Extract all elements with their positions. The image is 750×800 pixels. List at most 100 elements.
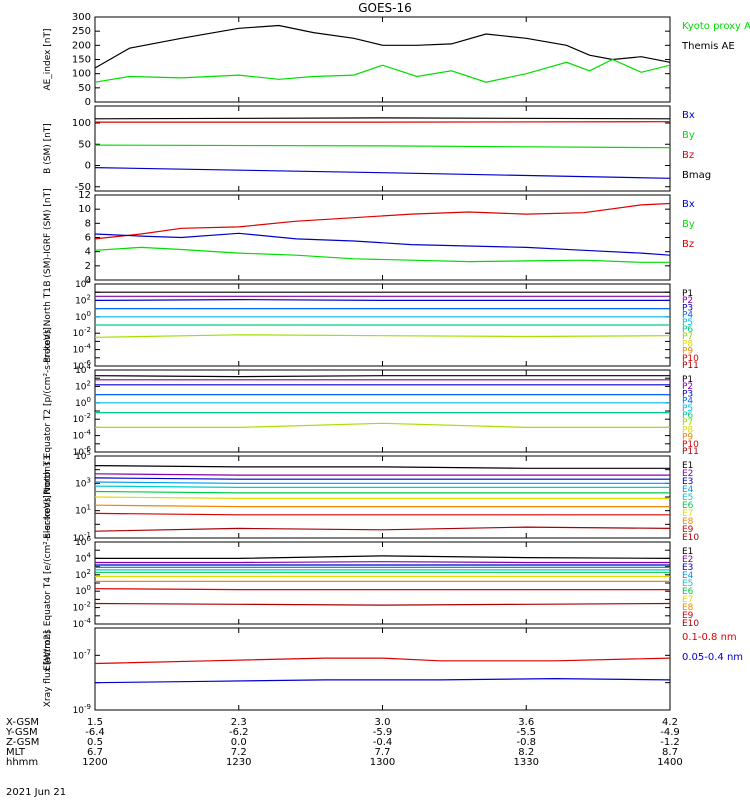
footer-cell: 1200: [82, 757, 107, 768]
legend-entry: P1: [682, 289, 693, 299]
footer-cell: 2.3: [231, 717, 247, 728]
footer-cell: 8.7: [662, 747, 678, 758]
legend-entry: E4: [682, 485, 694, 495]
y-tick-label: 102: [75, 293, 91, 306]
legend-entry: E8: [682, 603, 694, 613]
legend-entry: E9: [682, 525, 694, 535]
legend-entry: P8: [682, 339, 693, 349]
y-axis-label: Electrons Equator T4 [e/(cm²-s-sr-keV)]: [43, 495, 53, 671]
legend-entry: E6: [682, 501, 694, 511]
legend-entry: 0.1-0.8 nm: [682, 632, 737, 643]
series-line-p1: [94, 375, 670, 378]
y-tick-label: 10: [78, 204, 91, 215]
series-line-by: [94, 246, 670, 263]
series-line-e6: [94, 490, 670, 494]
y-tick-label: 104: [75, 277, 91, 290]
legend-entry: E1: [682, 547, 693, 557]
chart-panel-1: 0 50 100 150 200 250 300 AE_index [nT] Kyoto pro…: [43, 12, 750, 108]
footer-row-label: hhmm: [6, 757, 38, 768]
legend-entry: E7: [682, 595, 693, 605]
y-axis-label: AE_index [nT]: [43, 28, 53, 90]
series-line-e4: [94, 481, 670, 484]
footer-cell: 3.0: [375, 717, 391, 728]
legend-entry: E2: [682, 469, 693, 479]
legend-entry: P4: [682, 311, 693, 321]
legend-entry: E1: [682, 461, 693, 471]
legend-entry: P10: [682, 440, 699, 450]
y-tick-label: 250: [72, 26, 91, 37]
y-tick-label: 10-4: [73, 343, 92, 356]
y-tick-label: 100: [72, 118, 91, 129]
footer-cell: -1.2: [660, 737, 680, 748]
chart-panel-2: -50 0 50 100 B (SM) [nT] Bx By Bz Bmag: [43, 105, 711, 193]
y-tick-label: 104: [75, 551, 91, 564]
legend-entry: By: [682, 130, 695, 141]
series-line-0-1-0-8-nm: [94, 657, 671, 665]
y-tick-label: 103: [75, 476, 91, 489]
y-tick-label: -50: [75, 182, 91, 193]
series-line-bx: [94, 167, 671, 179]
legend-entry: P3: [682, 303, 693, 313]
y-tick-label: 50: [78, 83, 91, 94]
legend-entry: E3: [682, 477, 693, 487]
y-tick-label: 10-2: [73, 412, 91, 425]
legend-entry: Bz: [682, 239, 694, 250]
legend-entry: E10: [682, 619, 699, 629]
y-tick-label: 10-4: [73, 429, 92, 442]
legend-entry: E9: [682, 611, 694, 621]
legend-entry: E8: [682, 517, 694, 527]
footer-cell: 6.7: [87, 747, 103, 758]
series-line-p7: [95, 422, 670, 428]
legend-entry: E6: [682, 587, 694, 597]
series-line-bmag: [94, 117, 671, 120]
date-label: 2021 Jun 21: [6, 787, 66, 798]
legend-entry: P11: [682, 361, 699, 371]
y-tick-label: 10-2: [73, 601, 91, 614]
y-tick-label: 4: [85, 247, 91, 258]
legend-entry: Bx: [682, 110, 695, 121]
series-line-e2: [94, 473, 670, 476]
footer-cell: 1230: [226, 757, 251, 768]
legend-entry: P10: [682, 354, 699, 364]
legend-entry: E3: [682, 563, 693, 573]
series-line-e10: [94, 526, 671, 532]
series-line-e3: [94, 477, 670, 480]
legend-entry: By: [682, 219, 695, 230]
footer-cell: 7.7: [375, 747, 391, 758]
series-line-e1: [95, 555, 671, 560]
y-axis-label: Protons Equator T2 [p/(cm²-s-sr-keV)]: [43, 327, 53, 495]
panel-frame: [94, 16, 671, 103]
footer-cell: -0.8: [516, 737, 536, 748]
legend-entry: E4: [682, 571, 694, 581]
footer-cell: 4.2: [662, 717, 678, 728]
legend-entry: P4: [682, 397, 693, 407]
series-line-0-05-0-4-nm: [94, 677, 671, 684]
footer-row-label: X-GSM: [6, 717, 39, 728]
legend-entry: P8: [682, 425, 693, 435]
y-tick-label: 102: [75, 568, 91, 581]
chart-panel-3: 0 2 4 6 8 10 12 B (SM)-IGRF (SM) [nT] Bx By Bz: [43, 188, 695, 286]
panel-frame: [94, 627, 671, 711]
series-line-e9: [94, 512, 670, 516]
series-line-e10: [94, 602, 671, 606]
legend-entry: P9: [682, 347, 693, 357]
series-line-e7: [94, 496, 670, 499]
legend-entry: P6: [682, 411, 693, 421]
y-tick-label: 100: [75, 310, 91, 323]
legend-entry: P1: [682, 375, 693, 385]
footer-row-label: MLT: [6, 747, 26, 758]
legend-entry: E5: [682, 579, 693, 589]
footer-cell: 1.5: [87, 717, 103, 728]
legend-entry: Bz: [682, 150, 694, 161]
legend-entry: Bx: [682, 199, 695, 210]
legend-entry: Bmag: [682, 170, 711, 181]
series-line-p7: [94, 334, 671, 338]
legend-entry: P6: [682, 325, 693, 335]
y-tick-label: 10-9: [73, 703, 91, 716]
legend-entry: E10: [682, 533, 699, 543]
footer-cell: -5.5: [516, 727, 536, 738]
y-tick-label: 10-7: [73, 648, 91, 661]
